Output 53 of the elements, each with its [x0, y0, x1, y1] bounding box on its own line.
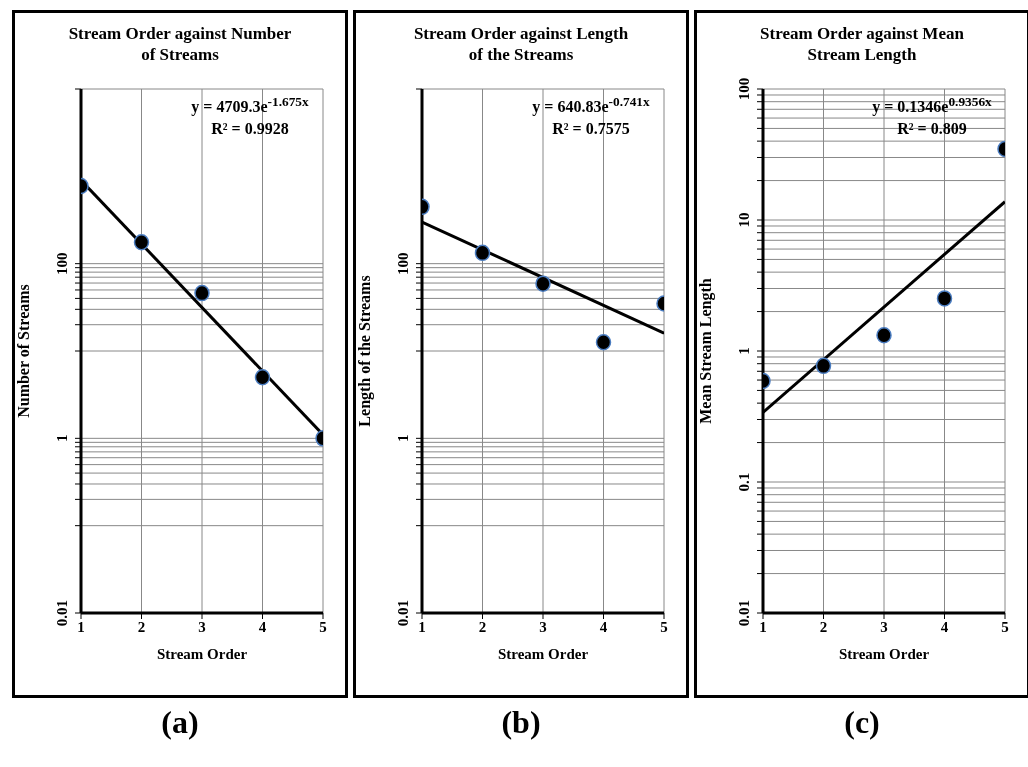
annotation: R² = 0.7575: [551, 119, 631, 140]
chart-title: Stream Order against Mean Stream Length: [759, 23, 965, 66]
y-tick-label: 0.01: [395, 599, 411, 627]
text: (c): [843, 704, 881, 741]
text: (a): [160, 704, 200, 741]
text: (b): [500, 704, 542, 741]
x-tick-label: 1: [759, 618, 767, 635]
point: [815, 357, 832, 375]
point: [535, 275, 551, 292]
y-tick-label: 1: [395, 434, 411, 443]
y-tick-label: 1: [54, 434, 70, 443]
point: [474, 244, 491, 262]
x-tick-label: 4: [258, 618, 267, 635]
y-tick-label: 0.1: [736, 472, 752, 492]
point: [595, 333, 612, 351]
y-axis-title: Number of Streams: [14, 284, 32, 418]
x-tick-label: 2: [137, 618, 146, 635]
annotation: y = 0.1346e$^{0.9356x}$: [871, 93, 993, 118]
y-axis-title: Mean Stream Length: [696, 278, 715, 424]
y-tick-label: 100: [736, 77, 752, 101]
annotation: R² = 0.809: [896, 119, 968, 140]
point: [133, 233, 150, 251]
x-tick-label: 2: [819, 618, 828, 635]
x-tick-label: 4: [940, 618, 949, 635]
x-tick-label: 3: [539, 618, 547, 635]
x-axis-title: Stream Order: [156, 646, 248, 662]
point: [254, 369, 271, 386]
y-tick-label: 0.01: [736, 599, 752, 627]
annotation: R² = 0.9928: [210, 119, 290, 140]
y-tick-label: 100: [54, 252, 70, 275]
x-tick-label: 2: [478, 618, 487, 635]
annotation: y = 4709.3e$^{-1.675x}$: [190, 93, 310, 118]
y-axis-title: Length of the Streams: [355, 275, 374, 427]
x-axis-title: Stream Order: [497, 646, 589, 662]
x-tick-label: 4: [599, 618, 608, 635]
chart-title: Stream Order against Length of the Streams: [412, 23, 630, 66]
x-tick-label: 5: [319, 618, 327, 635]
x-tick-label: 3: [880, 618, 888, 635]
x-tick-label: 3: [198, 618, 206, 635]
x-tick-label: 5: [1001, 618, 1009, 635]
x-tick-label: 5: [660, 618, 668, 635]
x-tick-label: 1: [77, 618, 85, 635]
annotation: y = 640.83e$^{-0.741x}$: [531, 93, 651, 118]
y-tick-label: 0.01: [54, 599, 70, 627]
y-tick-label: 100: [395, 252, 411, 275]
x-axis-title: Stream Order: [838, 646, 930, 662]
point: [194, 284, 210, 302]
point: [876, 326, 892, 344]
x-tick-label: 1: [418, 618, 426, 635]
chart-title: Stream Order against Number of Streams: [67, 23, 293, 66]
point: [936, 290, 953, 307]
y-tick-label: 1: [736, 347, 752, 355]
y-tick-label: 10: [736, 212, 752, 228]
